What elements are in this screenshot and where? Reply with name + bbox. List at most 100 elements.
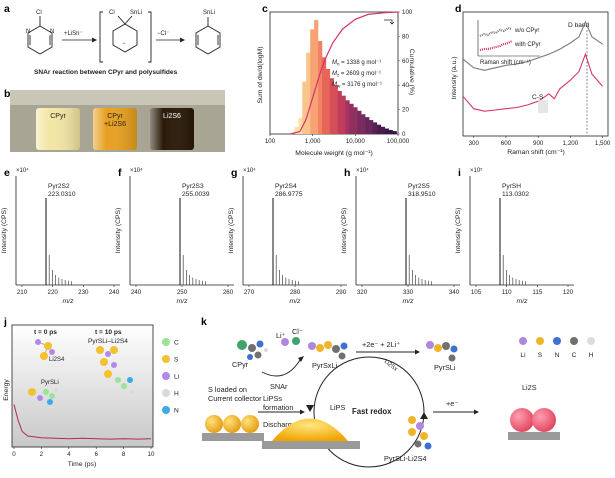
- k-legend-atom: [553, 337, 561, 345]
- gpc-bar: [337, 91, 342, 134]
- minus-label: −: [122, 41, 126, 47]
- li2s-balls: [510, 408, 556, 432]
- gpc-bar: [357, 110, 362, 134]
- panel-c-letter: c: [262, 3, 268, 15]
- ms-xtick-label: 260: [223, 289, 234, 296]
- cs-highlight: [538, 100, 548, 113]
- panel-j-bg: [12, 325, 153, 447]
- vial-label-1-0: CPyr: [107, 113, 123, 120]
- s-loaded-line1: S loaded on: [208, 385, 247, 394]
- ms-xtick-label: 110: [502, 289, 512, 296]
- ms-xtick-label: 210: [17, 289, 28, 296]
- li2s-label: Li2S: [522, 383, 537, 392]
- mn-sub: n: [337, 62, 340, 67]
- pyrsxli-label: PyrSxLi: [312, 361, 338, 370]
- panel-f-mass: 255.0039: [182, 191, 210, 198]
- product-structure: [195, 17, 221, 55]
- panel-d-frame: [462, 11, 609, 137]
- plus-e-label: +e⁻: [446, 399, 458, 408]
- panel-c-y2ticks: 0 20 40 60 80 100: [398, 9, 413, 138]
- panel-c-ylabel: Sum of dw/d(logM): [257, 46, 264, 103]
- panel-g: g ×10⁴ 270 280 290 m/z Intensity (CPS) Pyr2S428…: [228, 167, 347, 305]
- cycle-arrowhead-2: [420, 412, 428, 419]
- k-legend-label: Li: [520, 352, 526, 359]
- panel-g-species: Pyr2S4: [275, 183, 297, 190]
- snar-arrowhead: [298, 356, 304, 362]
- ms-xtick-label: 220: [48, 289, 59, 296]
- photo-wall: [10, 90, 225, 105]
- snar-arrow: [261, 359, 301, 377]
- panel-g-xlabel: m/z: [290, 298, 302, 305]
- c-y2tick-label: 20: [402, 107, 409, 114]
- ms-xtick-label: 290: [336, 289, 347, 296]
- k-legend-atom: [570, 337, 578, 345]
- collector-3: [508, 432, 560, 440]
- s-loaded-line2: Current collector: [208, 394, 262, 403]
- n-label-2: N: [50, 29, 54, 35]
- gpc-bar: [365, 117, 370, 134]
- panel-i-species: PyrSH: [502, 183, 521, 190]
- panel-a-caption: SNAr reaction between CPyr and polysulfi…: [34, 69, 178, 76]
- panel-g-letter: g: [231, 167, 237, 179]
- panel-h-mass: 318.9510: [408, 191, 436, 198]
- s-loaded-label: S loaded on Current collector: [208, 385, 262, 403]
- k-legend-atom: [519, 337, 527, 345]
- panel-f-ylabel: Intensity (CPS): [115, 208, 122, 254]
- panel-c-xticks: 100 1,000 10,000 100,000: [265, 134, 410, 145]
- panel-h-species: Pyr2S5: [408, 183, 430, 190]
- panel-e-xlabel: m/z: [63, 298, 75, 305]
- gpc-bar: [369, 120, 374, 134]
- gpc-bar: [349, 103, 354, 134]
- c-y2tick-label: 0: [402, 131, 406, 138]
- gpc-bar: [361, 114, 366, 134]
- ms-xtick-label: 230: [78, 289, 89, 296]
- panel-h-letter: h: [344, 167, 350, 179]
- lipss-label: LiPSs formation: [263, 394, 293, 412]
- pyrsli-label: PyrSLi: [41, 380, 59, 386]
- panel-g-mult: ×10⁴: [243, 167, 256, 174]
- gpc-bar: [294, 127, 299, 134]
- t10-label: t = 10 ps: [95, 329, 122, 336]
- collector-2: [262, 441, 360, 449]
- cl-ion-icon: [292, 337, 300, 345]
- cpyr-molecule: [237, 340, 268, 360]
- complex-label: PyrSLi–Li2S4: [88, 338, 128, 345]
- c-y2tick-label: 80: [402, 33, 409, 40]
- k-legend-label: H: [589, 352, 594, 359]
- legend-label: N: [174, 408, 179, 415]
- mz-value: = 2609 g mol⁻¹: [339, 71, 381, 77]
- k-legend-label: N: [555, 352, 560, 359]
- gpc-bar: [310, 29, 315, 134]
- snar-label: SNAr: [270, 382, 288, 391]
- complex-label-k: PyrSLi-Li2S4: [384, 454, 427, 463]
- energy-trace: [13, 404, 152, 440]
- c-y2tick-label: 40: [402, 82, 409, 89]
- vial-glass-0: [36, 108, 80, 150]
- gpc-bar: [392, 131, 397, 134]
- electrons-label: +2e⁻ + 2Li⁺: [362, 340, 400, 349]
- gpc-bar: [306, 52, 311, 134]
- gpc-bar: [380, 126, 386, 134]
- axis-arrow-icon: [384, 19, 395, 25]
- panel-i-ylabel: Intensity (CPS): [455, 208, 462, 254]
- ms-xtick-label: 240: [131, 289, 142, 296]
- mz-name: M: [332, 71, 337, 77]
- d-xtick-label: 900: [533, 140, 544, 147]
- panel-h-mult: ×10⁴: [356, 167, 369, 174]
- panel-j-xlabel: Time (ps): [68, 461, 96, 468]
- k-legend-atom: [587, 337, 595, 345]
- d-xtick-label: 300: [469, 140, 480, 147]
- cl-label-2: Cl: [109, 10, 115, 16]
- lipss-arrowhead: [300, 409, 305, 415]
- panel-k: k Fast redox CPyr Li⁺ Cl⁻ SNAr: [201, 316, 595, 468]
- legend-atom-N: [162, 406, 170, 414]
- j-xtick-label: 10: [148, 451, 155, 458]
- molecule-t0: [28, 339, 58, 405]
- panel-j-legend: C S Li H N: [162, 338, 180, 415]
- li2s4-label: Li2S4: [49, 357, 65, 363]
- molecule-t10: [96, 346, 134, 394]
- panel-e-mult: ×10⁴: [16, 167, 29, 174]
- n-label-1: N: [26, 29, 30, 35]
- cl-ion-label: Cl⁻: [292, 327, 303, 336]
